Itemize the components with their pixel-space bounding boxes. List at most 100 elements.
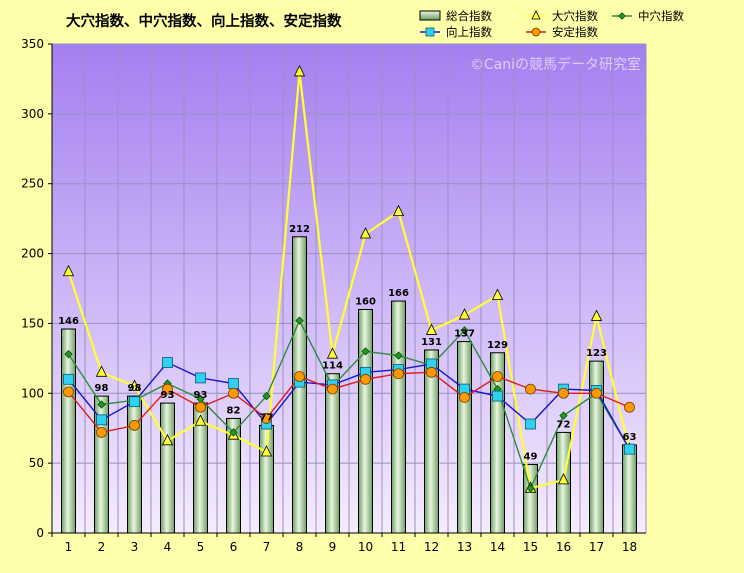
x-tick-label: 6: [230, 540, 238, 554]
marker-diamond: [460, 326, 469, 335]
data-label: 98: [95, 383, 109, 394]
chart-title: 大穴指数、中穴指数、向上指数、安定指数: [66, 12, 342, 30]
x-tick-label: 8: [296, 540, 304, 554]
marker-triangle: [62, 264, 75, 277]
marker-circle: [591, 387, 602, 399]
legend-label: 安定指数: [552, 25, 598, 39]
data-label: 93: [194, 390, 208, 401]
x-tick-label: 13: [457, 540, 472, 554]
marker-square: [624, 443, 635, 455]
bar: [325, 373, 340, 534]
legend-label: 大穴指数: [552, 9, 598, 23]
legend-label: 中穴指数: [638, 9, 684, 23]
legend-swatch-bar: [419, 10, 441, 21]
watermark: ©Caniの競馬データ研究室: [470, 56, 641, 73]
marker-circle: [63, 386, 74, 398]
marker-circle: [492, 371, 503, 382]
y-tick-label: 350: [21, 37, 44, 51]
series-line-diamond: [67, 318, 631, 491]
marker-circle: [327, 383, 338, 395]
marker-diamond: [618, 12, 626, 20]
y-tick-label: 300: [21, 107, 44, 121]
marker-triangle: [590, 309, 603, 321]
marker-triangle: [491, 288, 504, 300]
marker-square: [425, 27, 435, 37]
marker-circle: [531, 27, 541, 37]
marker-square: [195, 372, 206, 384]
marker-circle: [459, 392, 470, 403]
marker-triangle: [326, 347, 339, 359]
data-label: 49: [524, 452, 538, 463]
legend-item: 向上指数: [420, 25, 492, 39]
data-label: 160: [355, 296, 376, 307]
x-tick-label: 1: [65, 540, 73, 554]
marker-circle: [228, 387, 239, 399]
data-label: 123: [586, 348, 607, 359]
marker-diamond: [229, 428, 238, 437]
data-label: 114: [322, 361, 343, 372]
marker-square: [63, 373, 74, 385]
data-label: 212: [289, 224, 310, 235]
marker-square: [492, 390, 503, 402]
marker-circle: [129, 420, 140, 431]
y-tick-label: 150: [21, 316, 44, 330]
bar: [457, 341, 472, 534]
x-tick-label: 14: [490, 540, 505, 554]
series-line-triangle: [67, 71, 631, 490]
x-tick-label: 10: [358, 540, 373, 554]
marker-square: [228, 378, 239, 389]
x-tick-label: 12: [424, 540, 439, 554]
data-label: 146: [58, 316, 79, 327]
marker-circle: [624, 401, 635, 413]
x-tick-label: 7: [263, 540, 271, 554]
x-tick-label: 5: [197, 540, 205, 554]
marker-diamond: [526, 484, 535, 493]
marker-circle: [360, 373, 371, 385]
marker-triangle: [557, 473, 570, 485]
marker-circle: [426, 366, 437, 378]
y-tick-label: 50: [29, 456, 44, 470]
x-tick-label: 11: [391, 540, 406, 554]
legend-item: 中穴指数: [612, 9, 684, 23]
bar: [358, 308, 373, 534]
legend-label: 総合指数: [446, 9, 492, 23]
marker-diamond: [559, 411, 568, 420]
marker-triangle: [194, 414, 207, 426]
marker-triangle: [161, 433, 174, 446]
marker-circle: [195, 401, 206, 413]
marker-triangle: [458, 308, 471, 320]
marker-triangle: [531, 10, 541, 20]
y-tick-label: 250: [21, 177, 44, 191]
bar: [61, 328, 76, 534]
marker-square: [162, 357, 173, 368]
marker-triangle: [359, 227, 372, 239]
x-tick-label: 18: [622, 540, 637, 554]
marker-square: [129, 396, 140, 408]
marker-square: [96, 414, 107, 426]
marker-circle: [525, 383, 536, 395]
data-label: 129: [487, 340, 508, 351]
marker-triangle: [392, 204, 405, 217]
data-label: 82: [227, 405, 241, 416]
marker-square: [525, 418, 536, 430]
bar: [160, 402, 175, 534]
data-label: 166: [388, 288, 409, 299]
marker-triangle: [425, 323, 438, 335]
marker-triangle: [95, 365, 108, 377]
marker-triangle: [128, 379, 141, 391]
marker-diamond: [394, 351, 403, 360]
legend-item: 安定指数: [526, 25, 598, 39]
marker-triangle: [260, 445, 273, 457]
data-label: 77: [260, 412, 274, 423]
data-label: 131: [421, 337, 442, 348]
x-tick-label: 4: [164, 540, 172, 554]
data-label: 137: [454, 329, 475, 340]
x-tick-label: 2: [98, 540, 106, 554]
x-tick-label: 16: [556, 540, 571, 554]
data-label: 98: [128, 383, 142, 394]
bar: [127, 395, 142, 534]
marker-circle: [294, 371, 305, 382]
